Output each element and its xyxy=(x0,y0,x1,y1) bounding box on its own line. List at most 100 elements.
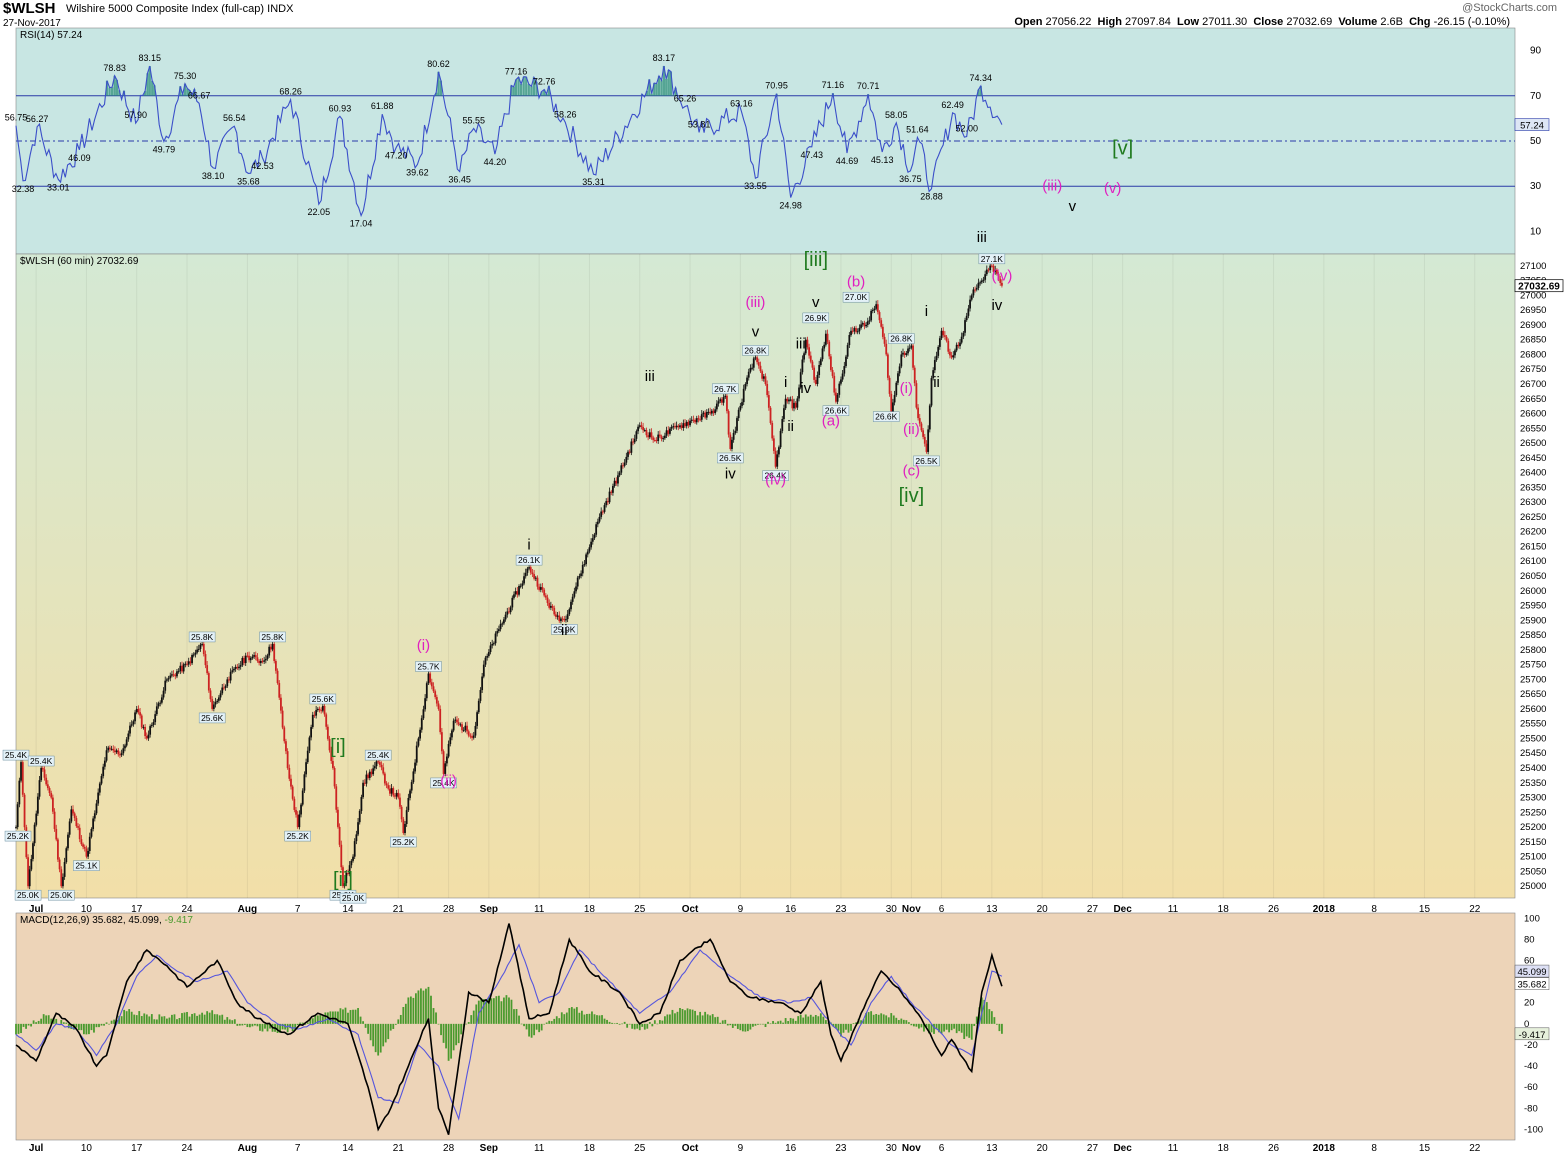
wave-label: (c) xyxy=(903,463,921,480)
macd-hist-bar xyxy=(681,1008,684,1024)
candle-body xyxy=(481,676,484,691)
candle-body xyxy=(601,511,604,513)
wave-label: ii xyxy=(933,374,940,391)
candle-body xyxy=(756,357,759,363)
macd-hist-bar xyxy=(560,1012,563,1024)
macd-hist-bar xyxy=(817,1016,820,1024)
candle-body xyxy=(466,725,468,732)
candle-body xyxy=(420,718,423,730)
candle-body xyxy=(380,764,383,768)
rsi-value-label: 42.53 xyxy=(251,161,274,171)
candle-body xyxy=(18,780,21,805)
candle-body xyxy=(903,352,906,355)
candle-body xyxy=(129,725,131,734)
candle-body xyxy=(70,809,73,822)
price-callout-label: 26.4K xyxy=(764,471,787,481)
candle-body xyxy=(546,597,549,603)
macd-hist-bar xyxy=(374,1023,377,1053)
macd-hist-bar xyxy=(596,1015,598,1024)
x-tick-label-top: 28 xyxy=(443,904,455,915)
candle-body xyxy=(994,269,997,272)
x-tick-label-top: 15 xyxy=(1419,904,1431,915)
candle-body xyxy=(565,619,567,621)
candle-body xyxy=(496,631,499,634)
macd-hist-bar xyxy=(397,1019,400,1024)
candle-body xyxy=(40,768,43,781)
macd-hist-bar xyxy=(555,1016,558,1024)
candle-body xyxy=(192,654,195,656)
candle-body xyxy=(394,795,396,797)
macd-hist-bar xyxy=(183,1012,186,1024)
open-label: Open xyxy=(1014,16,1043,28)
candle-body xyxy=(910,345,913,348)
candle-body xyxy=(900,354,903,367)
candle-body xyxy=(513,594,515,598)
macd-hist-bar xyxy=(40,1018,43,1024)
macd-hist-bar xyxy=(166,1018,168,1024)
macd-hist-bar xyxy=(321,1016,324,1024)
candle-body xyxy=(823,344,826,349)
rsi-value-label: 56.75 xyxy=(5,113,28,123)
x-tick-label-top: 2018 xyxy=(1313,904,1336,915)
candle-body xyxy=(638,425,641,427)
macd-hist-bar xyxy=(138,1011,141,1024)
macd-hist-bar xyxy=(774,1022,777,1024)
candle-body xyxy=(144,726,147,737)
candle-body xyxy=(457,722,460,725)
wave-label: i xyxy=(925,303,928,320)
price-tick-label: 25300 xyxy=(1520,793,1546,804)
rsi-tick-label: 50 xyxy=(1530,136,1542,147)
candle-body xyxy=(92,818,95,830)
macd-hist-bar xyxy=(221,1014,224,1024)
candle-body xyxy=(108,747,111,749)
candle-body xyxy=(311,714,314,728)
x-tick-label-bottom: 26 xyxy=(1268,1143,1280,1154)
macd-hist-bar xyxy=(497,995,500,1024)
macd-hist-bar xyxy=(357,1008,359,1024)
macd-hist-bar xyxy=(314,1015,317,1024)
candle-body xyxy=(157,703,160,707)
price-callout-label: 26.9K xyxy=(805,313,828,323)
candle-body xyxy=(595,524,598,535)
candle-body xyxy=(905,353,908,355)
macd-hist-bar xyxy=(306,1022,309,1024)
candle-body xyxy=(528,567,530,569)
candle-body xyxy=(429,673,432,683)
macd-hist-bar xyxy=(528,1023,530,1037)
candle-body xyxy=(957,344,960,347)
projected-wave-label: (iii) xyxy=(1042,178,1062,195)
x-tick-label-bottom: 22 xyxy=(1469,1143,1481,1154)
candle-body xyxy=(526,568,529,573)
wave-label: ii xyxy=(561,622,568,639)
candle-body xyxy=(83,846,86,849)
candle-body xyxy=(633,438,636,443)
macd-hist-bar xyxy=(895,1017,898,1024)
candle-body xyxy=(848,335,851,346)
candle-body xyxy=(893,395,896,403)
macd-hist-bar xyxy=(658,1020,661,1024)
x-tick-label-top: 11 xyxy=(1168,904,1179,915)
wave-label: [iii] xyxy=(804,249,828,271)
candle-body xyxy=(404,823,406,834)
candle-body xyxy=(155,706,158,715)
candle-body xyxy=(853,328,856,332)
macd-line xyxy=(15,923,1003,1135)
macd-current-value: 45.099 xyxy=(1517,967,1546,978)
macd-hist-bar xyxy=(90,1023,93,1031)
macd-hist-bar xyxy=(875,1013,878,1024)
candle-body xyxy=(739,405,742,410)
candle-body xyxy=(778,447,780,455)
macd-hist-bar xyxy=(626,1023,629,1028)
candle-body xyxy=(960,336,963,343)
macd-hist-bar xyxy=(679,1008,681,1024)
rsi-value-label: 65.26 xyxy=(674,94,697,104)
candle-body xyxy=(373,766,376,769)
wave-label: (i) xyxy=(900,380,913,397)
candle-body xyxy=(194,652,197,655)
chg-label: Chg xyxy=(1409,16,1431,28)
candle-body xyxy=(447,744,450,757)
price-panel xyxy=(15,253,1516,899)
macd-hist-bar xyxy=(988,1009,991,1024)
candle-body xyxy=(316,708,319,711)
candle-body xyxy=(451,730,453,738)
